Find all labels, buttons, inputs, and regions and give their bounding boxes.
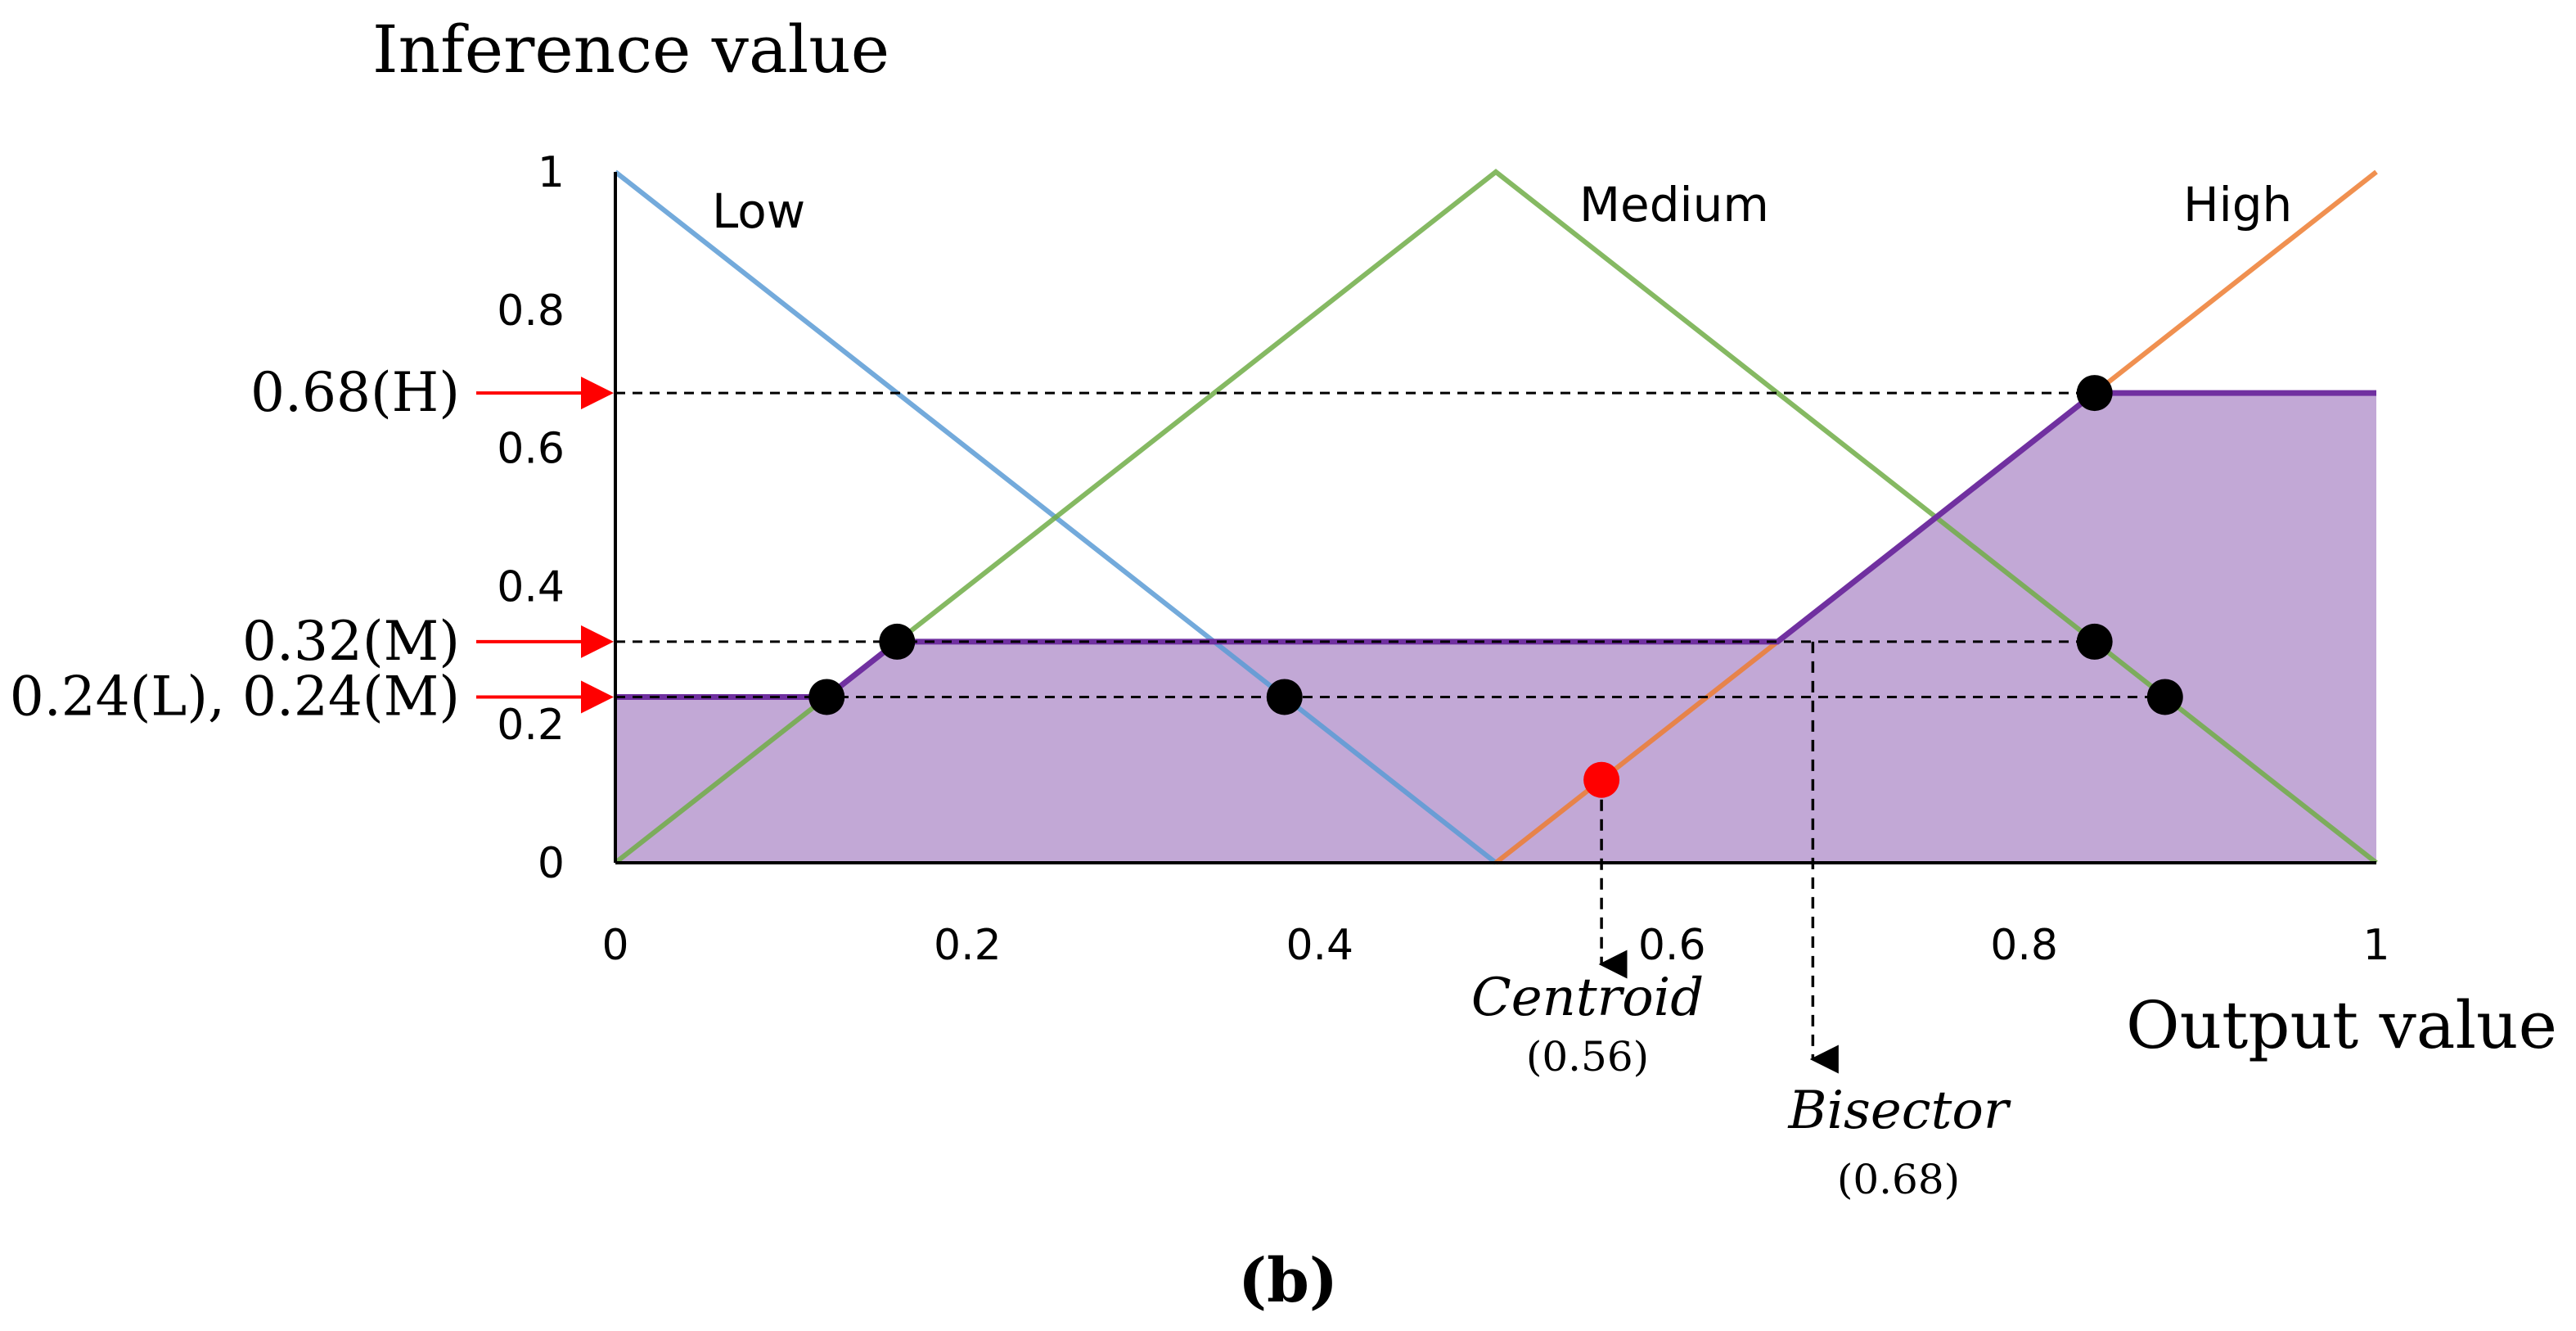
intersection-point [808, 679, 845, 715]
x-tick-label: 0.2 [934, 921, 1002, 970]
inference-level-label: 0.32(M) [242, 610, 460, 673]
centroid-point [1583, 761, 1620, 798]
x-tick-label: 0.6 [1638, 921, 1706, 970]
y-tick-label: 0.6 [497, 425, 565, 474]
bisector-value: (0.68) [1837, 1156, 1960, 1203]
series-label-medium: Medium [1579, 177, 1769, 232]
x-tick-label: 0.4 [1286, 921, 1353, 970]
intersection-point [2146, 679, 2183, 715]
centroid-label: Centroid [1471, 968, 1704, 1028]
defuzzification-annotations: Centroid (0.56) Bisector (0.68) [1471, 968, 2011, 1203]
guide-lines [615, 391, 2165, 1074]
aggregated-output-area [615, 393, 2376, 864]
x-tick-label: 1 [2362, 921, 2389, 970]
panel-label: (b) [1238, 1246, 1338, 1316]
y-tick-labels: 0 0.2 0.4 0.6 0.8 1 [497, 148, 565, 888]
intersection-points [808, 375, 2183, 798]
y-axis-title: Inference value [372, 11, 889, 88]
inference-level-label: 0.24(L), 0.24(M) [10, 665, 460, 728]
x-tick-label: 0 [601, 921, 628, 970]
x-tick-labels: 0 0.2 0.4 0.6 0.8 1 [601, 921, 2389, 970]
y-tick-label: 0.4 [497, 562, 565, 611]
y-tick-label: 0.2 [497, 701, 565, 750]
y-tick-label: 1 [538, 148, 565, 197]
series-label-high: High [2183, 177, 2292, 232]
intersection-point [2076, 623, 2113, 660]
intersection-point [2076, 375, 2113, 412]
intersection-point [1266, 679, 1303, 715]
series-label-low: Low [712, 183, 805, 239]
intersection-point [879, 623, 916, 660]
y-tick-label: 0 [538, 839, 565, 888]
x-tick-label: 0.8 [1990, 921, 2058, 970]
y-tick-label: 0.8 [497, 287, 565, 336]
bisector-label: Bisector [1788, 1081, 2011, 1141]
x-axis-title: Output value [2126, 987, 2557, 1063]
centroid-value: (0.56) [1526, 1033, 1649, 1081]
inference-level-label: 0.68(H) [250, 361, 460, 424]
inference-levels: 0.68(H) 0.32(M)0.24(L), 0.24(M) [10, 361, 614, 728]
